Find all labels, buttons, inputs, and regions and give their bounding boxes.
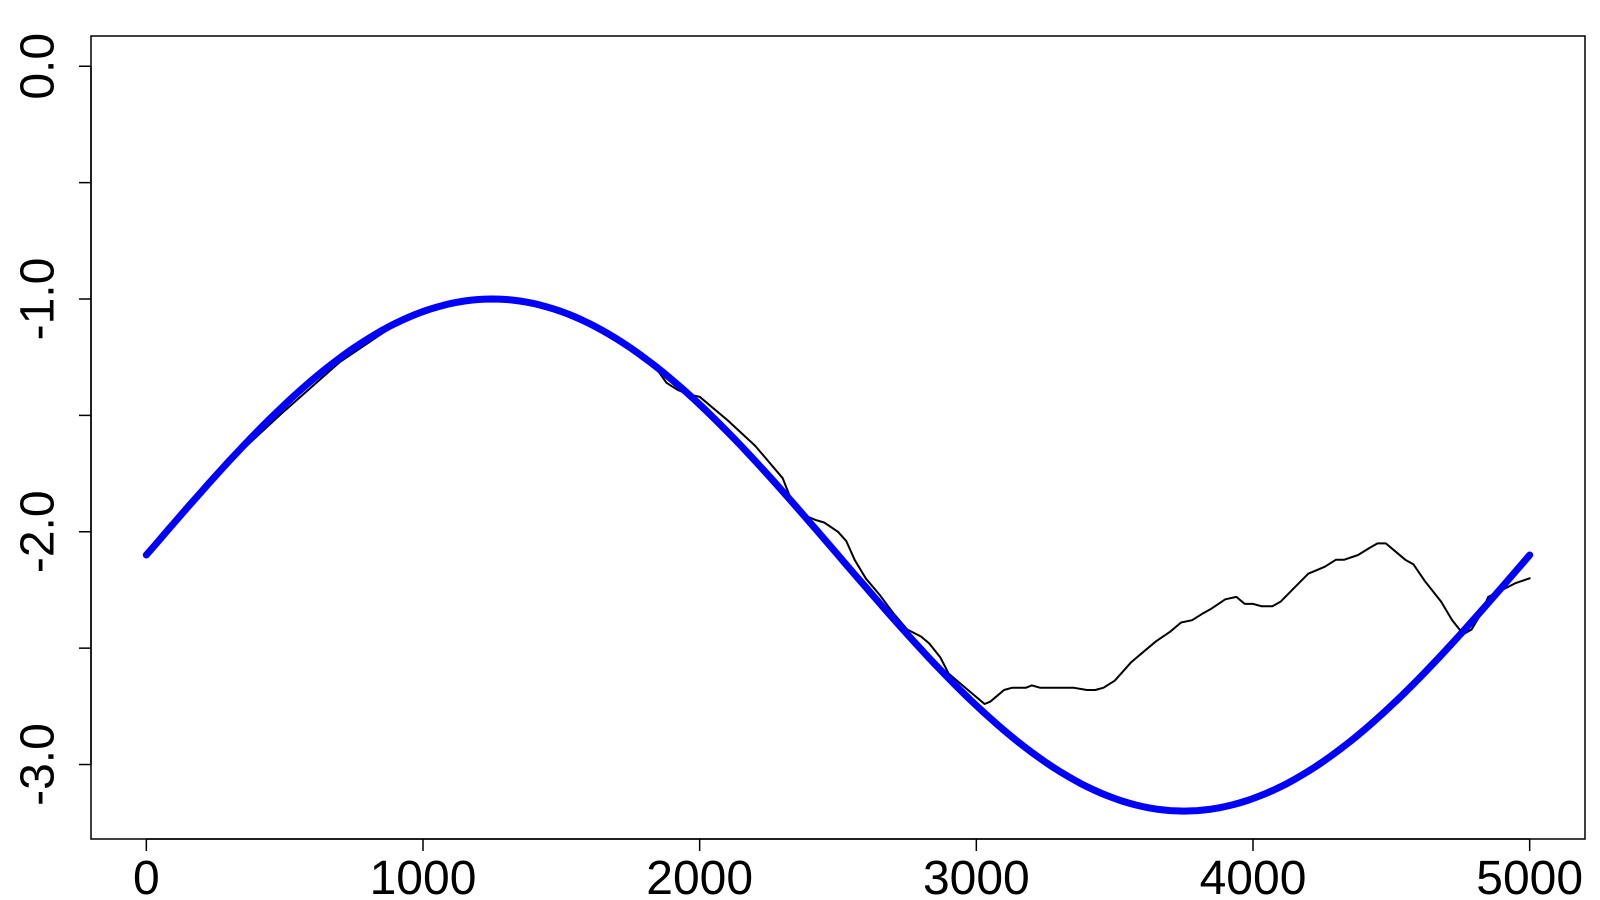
x-tick-label: 0 (133, 852, 160, 900)
y-tick-label: -1.0 (12, 258, 65, 341)
series-layer (142, 295, 1534, 815)
series-line-black (145, 298, 1531, 705)
x-tick-label: 4000 (1200, 852, 1307, 900)
series-line-blue (142, 295, 1534, 815)
x-axis: 0 1000 2000 3000 4000 5000 (133, 838, 1583, 900)
y-tick-label: -2.0 (12, 490, 65, 573)
plot-frame (90, 35, 1586, 840)
y-tick-label: -3.0 (12, 723, 65, 806)
x-tick-label: 5000 (1476, 852, 1583, 900)
y-axis: 0.0 -1.0 -2.0 -3.0 (12, 33, 92, 806)
x-tick-label: 2000 (646, 852, 753, 900)
x-tick-label: 3000 (923, 852, 1030, 900)
y-tick-label: 0.0 (12, 33, 65, 100)
x-tick-label: 1000 (370, 852, 477, 900)
